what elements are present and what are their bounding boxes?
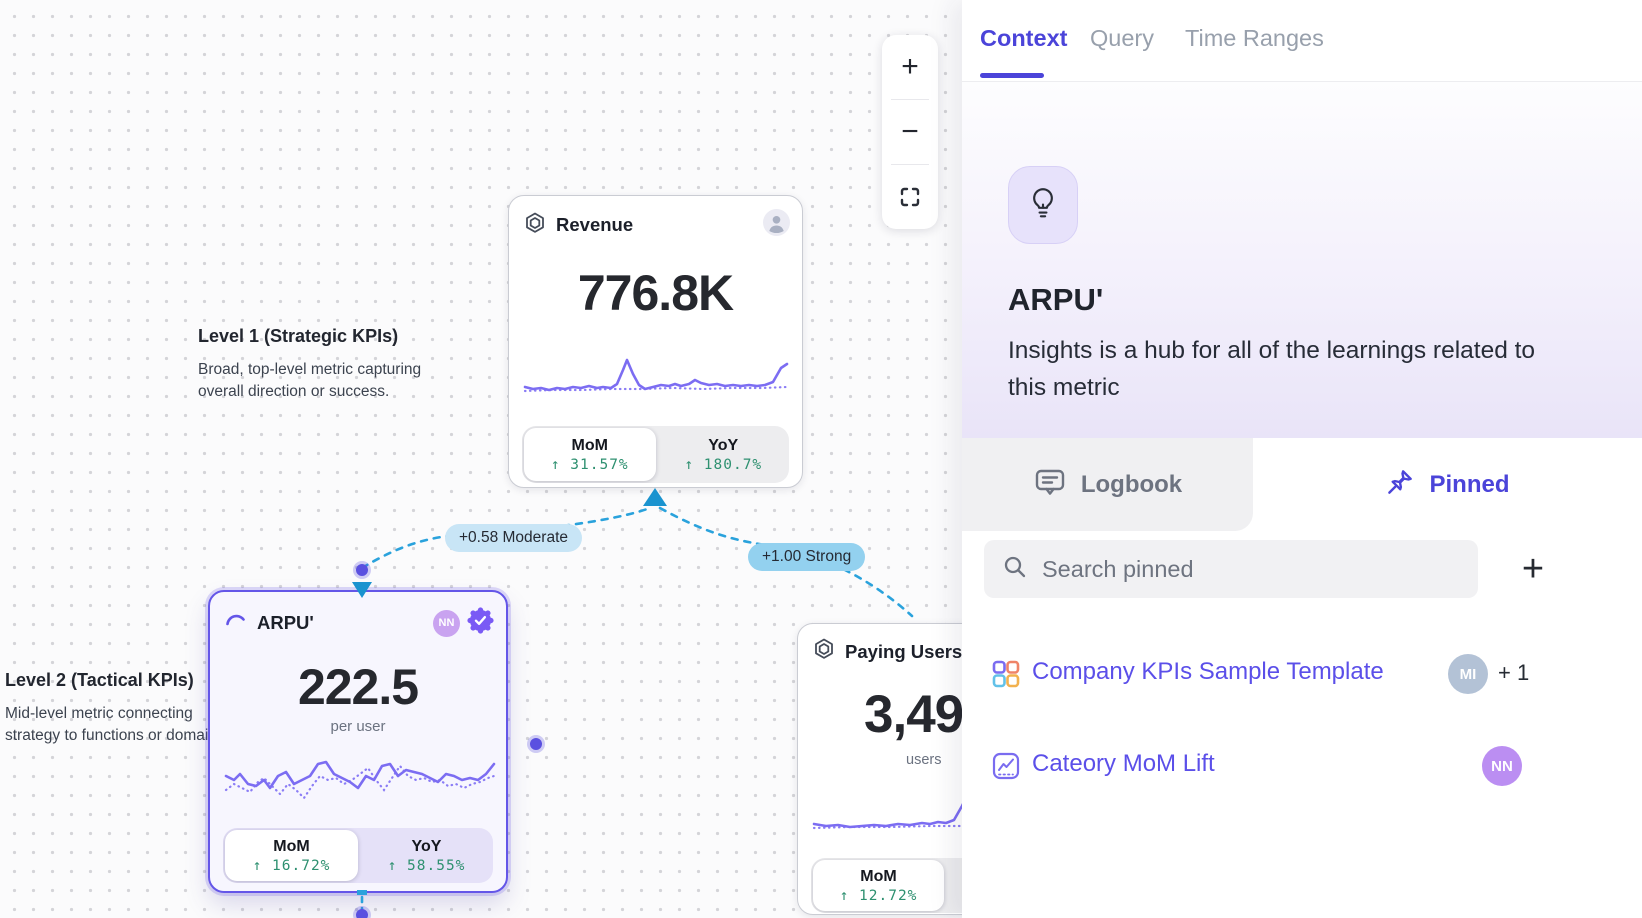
mom-toggle[interactable]: MoM ↑ 16.72% [225, 830, 358, 881]
sparkline [523, 358, 789, 393]
yoy-toggle[interactable]: YoY ↑ 180.7% [684, 436, 763, 473]
metric-name: ARPU' [1008, 282, 1104, 317]
mom-toggle[interactable]: MoM ↑ 12.72% [813, 860, 944, 911]
connection-handle-right [530, 738, 542, 750]
level1-title: Level 1 (Strategic KPIs) [198, 326, 399, 346]
metric-unit: users [906, 752, 942, 768]
view-tab-logbook[interactable]: Logbook [962, 438, 1253, 531]
connection-handle-bottom [356, 909, 368, 918]
zoom-in-button[interactable]: + [901, 50, 919, 83]
metric-value: 222.5 [297, 659, 419, 715]
fit-view-button[interactable] [882, 165, 938, 229]
verified-check-badge[interactable] [467, 607, 494, 639]
hexagon-metric-icon [523, 211, 547, 240]
user-avatar-icon[interactable] [763, 209, 790, 241]
chart-lift-icon [990, 750, 1022, 787]
view-tab-pinned[interactable]: Pinned [1253, 438, 1642, 531]
metric-tree-canvas[interactable]: Level 1 (Strategic KPIs) Broad, top-leve… [0, 0, 1091, 918]
edge-arrowhead-revenue [643, 488, 667, 506]
pinned-item: Cateory MoM Lift NN [962, 740, 1642, 792]
connection-handle-top [356, 564, 368, 576]
metric-value: 776.8K [577, 265, 734, 321]
mom-toggle[interactable]: MoM ↑ 31.57% [524, 428, 656, 481]
metric-card-arpu[interactable]: ARPU' NN 222.5 per user [208, 590, 508, 893]
level2-description: Mid-level metric connecting strategy to … [5, 705, 230, 744]
pinned-item: Company KPIs Sample Template MI + 1 [962, 648, 1642, 700]
card-title: Revenue [556, 214, 634, 235]
extra-collaborators-count: + 1 [1498, 660, 1530, 685]
avatar-badge[interactable]: MI [1448, 654, 1488, 694]
search-icon [1002, 554, 1028, 585]
insight-lightbulb-tile[interactable] [1008, 166, 1078, 244]
search-pinned-box [984, 540, 1478, 598]
zoom-out-button[interactable]: − [901, 115, 919, 148]
tab-query[interactable]: Query [1090, 25, 1154, 51]
template-grid-icon [990, 658, 1022, 695]
lightbulb-icon [1027, 186, 1059, 225]
pinned-item-link[interactable]: Company KPIs Sample Template [1032, 658, 1384, 685]
metric-summary-section: ARPU' Insights is a hub for all of the l… [962, 82, 1642, 438]
search-pinned-input[interactable] [1042, 555, 1460, 583]
sparkline [224, 760, 496, 800]
card-title: ARPU' [257, 612, 314, 633]
owner-avatar-badge[interactable]: NN [433, 609, 460, 637]
metric-card-revenue[interactable]: Revenue 776.8K MoM ↑ 31.57% YoY [508, 195, 803, 488]
canvas-zoom-toolbar: + − [882, 35, 938, 229]
yoy-toggle[interactable]: YoY ↑ 58.55% [387, 837, 466, 874]
hexagon-metric-icon [812, 637, 836, 666]
pinned-item-link[interactable]: Cateory MoM Lift [1032, 750, 1215, 777]
add-pinned-button[interactable]: + [1521, 547, 1545, 590]
metric-description: Insights is a hub for all of the learnin… [1008, 337, 1536, 401]
metric-details-panel: Context Query Time Ranges ARPU' Insights… [962, 0, 1642, 918]
metric-value: 3,49 [864, 685, 964, 744]
level1-annotation: Level 1 (Strategic KPIs) Broad, top-leve… [198, 326, 458, 403]
edge-label-moderate[interactable]: +0.58 Moderate [445, 524, 583, 552]
level1-description: Broad, top-level metric capturing overal… [198, 361, 422, 400]
metric-unit: per user [330, 718, 386, 735]
panel-view-switch: Logbook Pinned [962, 438, 1642, 531]
avatar-badge[interactable]: NN [1482, 746, 1522, 786]
logbook-comment-icon [1033, 465, 1067, 504]
level2-annotation: Level 2 (Tactical KPIs) Mid-level metric… [5, 670, 229, 747]
arc-metric-icon [224, 609, 248, 638]
tab-time-ranges[interactable]: Time Ranges [1185, 25, 1324, 51]
pushpin-icon [1385, 467, 1415, 502]
tab-context[interactable]: Context [980, 25, 1068, 51]
edge-label-strong[interactable]: +1.00 Strong [748, 543, 866, 571]
card-title: Paying Users' [845, 640, 967, 662]
active-tab-underline [980, 73, 1044, 78]
panel-tabbar: Context Query Time Ranges [962, 0, 1642, 82]
level2-title: Level 2 (Tactical KPIs) [5, 670, 194, 690]
